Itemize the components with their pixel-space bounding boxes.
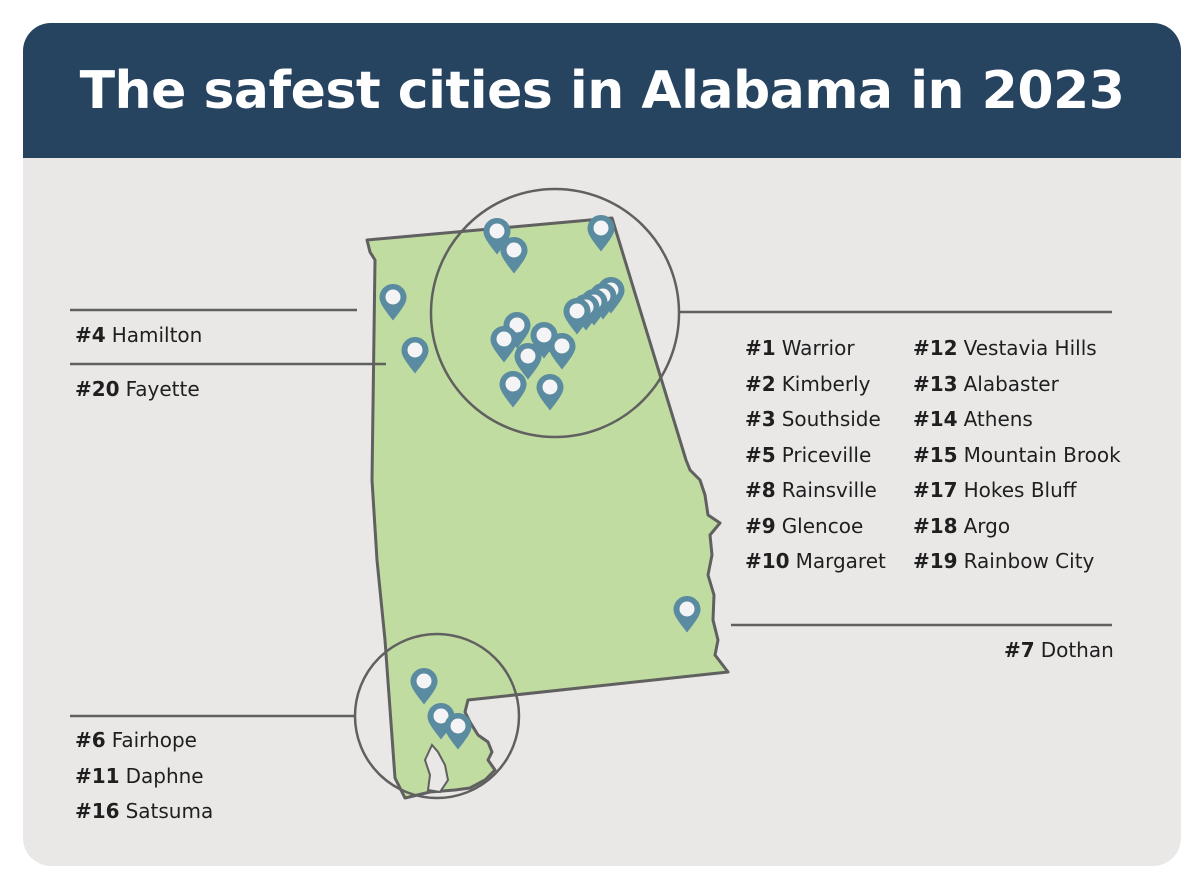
header-banner: The safest cities in Alabama in 2023 — [23, 23, 1181, 158]
rank: #20 — [75, 377, 120, 401]
city-label: #3 Southside — [745, 409, 886, 429]
rank: #9 — [745, 513, 776, 538]
rank: #16 — [75, 799, 120, 823]
city-name: Warrior — [781, 336, 855, 360]
rank: #8 — [745, 478, 776, 502]
city-name: Dothan — [1040, 638, 1114, 662]
rank: #19 — [913, 549, 958, 573]
rank: #7 — [1004, 638, 1035, 662]
rank: #3 — [745, 407, 776, 431]
city-label: #13 Alabaster — [913, 374, 1121, 394]
city-label: #15 Mountain Brook — [913, 445, 1121, 465]
city-name: Alabaster — [963, 371, 1059, 396]
city-label: #6 Fairhope — [75, 730, 213, 750]
city-name: Glencoe — [781, 513, 864, 538]
city-label: #1 Warrior — [745, 338, 886, 358]
rank: #10 — [745, 549, 790, 573]
alabama-state-shape — [365, 216, 730, 800]
city-name: Fayette — [125, 377, 200, 401]
infographic-card: The safest cities in Alabama in 2023 — [23, 23, 1181, 866]
city-name: Rainbow City — [963, 549, 1095, 573]
city-label: #5 Priceville — [745, 445, 886, 465]
city-label: #11 Daphne — [75, 766, 213, 786]
city-name: Kimberly — [781, 371, 871, 396]
city-name: Hamilton — [111, 323, 203, 347]
city-name: Hokes Bluff — [963, 478, 1077, 502]
city-label: #19 Rainbow City — [913, 551, 1121, 571]
rank: #17 — [913, 478, 958, 502]
city-name: Margaret — [795, 549, 886, 573]
city-label: #17 Hokes Bluff — [913, 480, 1121, 500]
rank: #15 — [913, 442, 958, 467]
city-name: Athens — [963, 407, 1033, 431]
rank: #11 — [75, 763, 120, 788]
rank: #6 — [75, 728, 106, 752]
city-name: Satsuma — [125, 799, 214, 823]
city-label: #14 Athens — [913, 409, 1121, 429]
rank: #4 — [75, 323, 106, 347]
city-label: #20 Fayette — [75, 379, 200, 399]
city-label: #12 Vestavia Hills — [913, 338, 1121, 358]
rank: #14 — [913, 407, 958, 431]
north-cluster-circle — [429, 187, 681, 439]
alabama-map — [70, 187, 1112, 800]
rank: #12 — [913, 336, 958, 360]
city-label: #7 Dothan — [1004, 640, 1114, 660]
city-name: Priceville — [781, 442, 872, 467]
city-name: Rainsville — [781, 478, 877, 502]
city-name: Vestavia Hills — [963, 336, 1097, 360]
city-label: #9 Glencoe — [745, 516, 886, 536]
rank: #2 — [745, 371, 776, 396]
city-name: Fairhope — [111, 728, 197, 752]
rank: #5 — [745, 442, 776, 467]
city-label: #18 Argo — [913, 516, 1121, 536]
south-cluster-circle — [353, 632, 521, 800]
city-label: #8 Rainsville — [745, 480, 886, 500]
city-label: #16 Satsuma — [75, 801, 213, 821]
city-label: #4 Hamilton — [75, 325, 202, 345]
city-name: Argo — [963, 513, 1011, 538]
city-label: #2 Kimberly — [745, 374, 886, 394]
north-list-col2: #12 Vestavia Hills #13 Alabaster #14 Athens… — [913, 338, 1121, 587]
south-list: #6 Fairhope #11 Daphne #16 Satsuma — [75, 730, 213, 837]
rank: #18 — [913, 513, 958, 538]
rank: #1 — [745, 336, 776, 360]
city-name: Mountain Brook — [963, 442, 1121, 467]
city-label: #10 Margaret — [745, 551, 886, 571]
north-list-col1: #1 Warrior #2 Kimberly #3 Southside #5 Price… — [745, 338, 886, 587]
city-name: Southside — [781, 407, 881, 431]
rank: #13 — [913, 371, 958, 396]
city-name: Daphne — [125, 763, 204, 788]
page-title: The safest cities in Alabama in 2023 — [79, 60, 1125, 121]
